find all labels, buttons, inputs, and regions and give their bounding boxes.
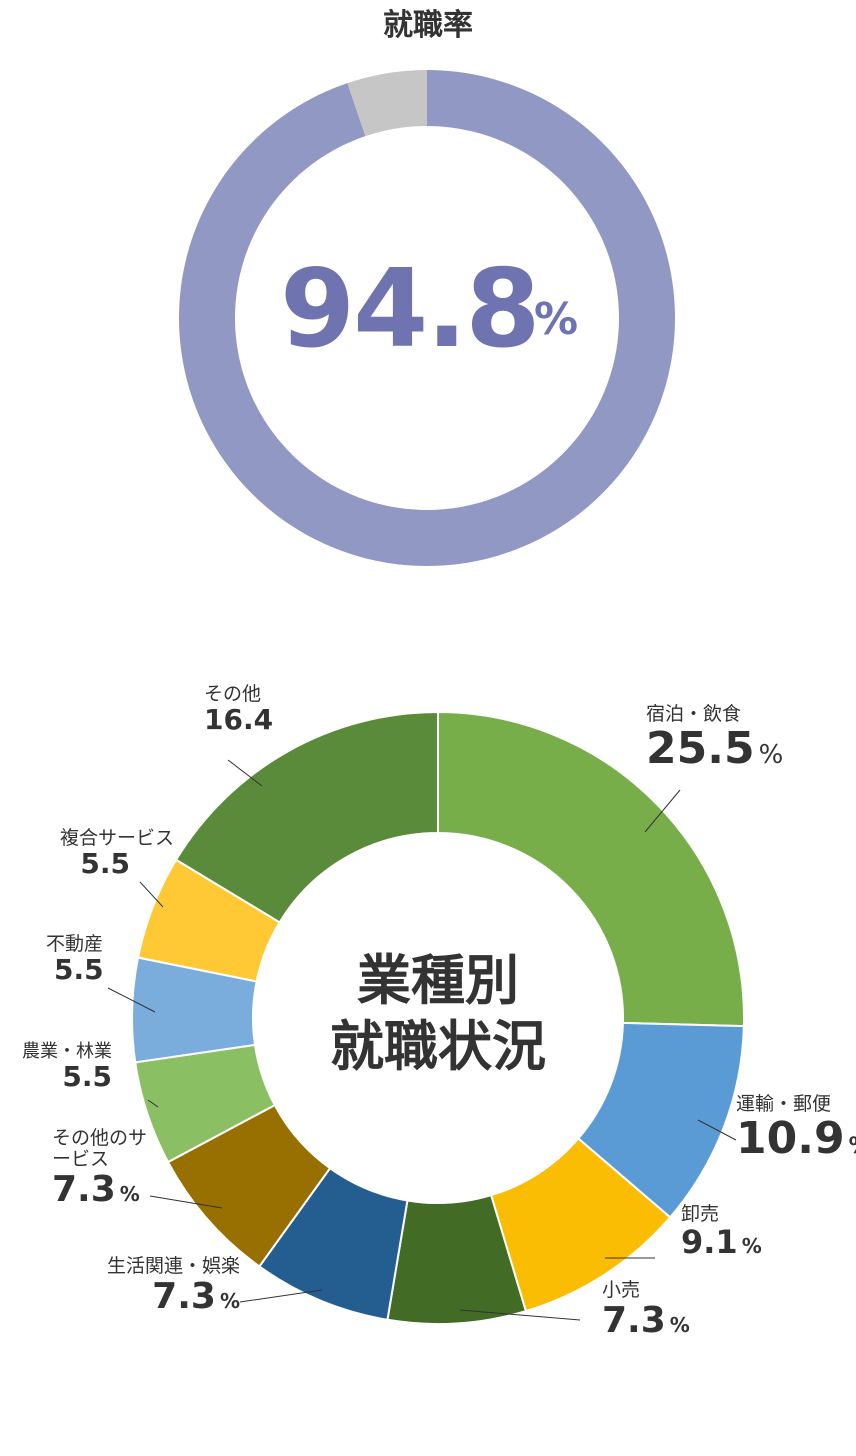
leader-line-9 xyxy=(227,759,263,787)
leader-line-4 xyxy=(239,1289,323,1303)
slice-category: その他 xyxy=(204,683,262,705)
slice-label-real-estate: 不動産 5.5 xyxy=(46,934,104,986)
slice-label-retail: 小売 7.3% xyxy=(602,1279,690,1341)
slice-label-lifestyle: 生活関連・娯楽 7.3% xyxy=(60,1255,240,1317)
slice-label-other: その他 16.4 xyxy=(204,684,273,736)
leader-line-0 xyxy=(644,789,681,833)
slice-category: 複合サービス xyxy=(59,827,174,849)
slice-unit: % xyxy=(741,1233,762,1258)
center-title-line2: 就職状況 xyxy=(330,1015,546,1078)
slice-label-other-services: その他のサービス 7.3% xyxy=(52,1128,212,1209)
slice-1 xyxy=(347,70,427,137)
slice-value: 7.3 xyxy=(52,1168,116,1210)
center-title-line1: 業種別 xyxy=(357,949,519,1012)
slice-9 xyxy=(174,710,439,924)
leader-line-3 xyxy=(459,1309,581,1321)
employment-rate-title: 就職率 xyxy=(383,8,473,43)
slice-label-agriculture: 農業・林業 5.5 xyxy=(0,1042,112,1093)
leader-line-7 xyxy=(107,987,156,1013)
slice-label-compound-services: 複合サービス 5.5 xyxy=(40,828,174,880)
employment-rate-readout: 94.8 % xyxy=(280,250,600,370)
slice-category: 小売 xyxy=(602,1279,641,1301)
slice-unit: % xyxy=(119,1181,140,1206)
slice-category: 農業・林業 xyxy=(22,1041,112,1062)
slice-value: 25.5 xyxy=(646,722,755,774)
slice-unit: % xyxy=(758,739,784,770)
slice-0 xyxy=(437,710,745,1028)
slice-label-wholesale: 卸売 9.1% xyxy=(681,1204,762,1260)
employment-rate-unit: % xyxy=(534,294,579,345)
slice-category: 生活関連・娯楽 xyxy=(106,1255,240,1277)
slice-category: その他のサービス xyxy=(52,1127,148,1170)
leader-line-8 xyxy=(139,881,164,908)
slice-value: 5.5 xyxy=(62,1059,112,1093)
slice-value: 10.9 xyxy=(736,1112,845,1164)
slice-value: 16.4 xyxy=(204,702,274,736)
slice-value: 5.5 xyxy=(80,846,130,880)
slice-value: 9.1 xyxy=(681,1222,738,1261)
slice-unit: % xyxy=(219,1288,240,1313)
slice-value: 7.3 xyxy=(152,1275,216,1317)
leader-line-5 xyxy=(149,1195,223,1209)
slice-unit: % xyxy=(669,1312,690,1337)
slice-label-transport: 運輸・郵便 10.9% xyxy=(736,1094,856,1163)
industry-chart-center-title: 業種別 就職状況 xyxy=(278,948,598,1080)
slice-label-accommodation: 宿泊・飲食 25.5% xyxy=(646,704,783,773)
slice-category: 不動産 xyxy=(46,933,104,955)
slice-category: 宿泊・飲食 xyxy=(646,703,742,725)
leader-line-6 xyxy=(147,1099,159,1108)
employment-rate-donut xyxy=(178,70,676,566)
slice-value: 5.5 xyxy=(54,952,104,986)
slice-unit: % xyxy=(849,1134,856,1159)
leader-line-1 xyxy=(697,1119,737,1141)
slice-value: 7.3 xyxy=(602,1299,666,1341)
slice-category: 卸売 xyxy=(681,1203,720,1225)
slice-category: 運輸・郵便 xyxy=(736,1093,832,1115)
employment-rate-value: 94.8 xyxy=(280,247,540,372)
